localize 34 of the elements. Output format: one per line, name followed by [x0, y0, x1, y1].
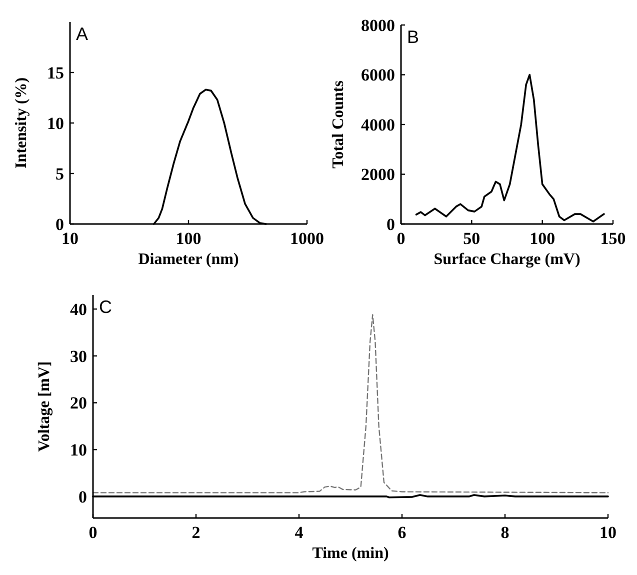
x-tick-label: 4: [294, 523, 304, 542]
y-tick-label: 10: [47, 114, 64, 133]
x-tick-label: 50: [463, 229, 480, 248]
y-axis-title: Voltage [mV]: [36, 361, 53, 452]
y-tick-label: 8000: [361, 16, 395, 35]
x-tick-label: 2: [192, 523, 200, 542]
line-series: [92, 314, 609, 494]
chart-title: A: [76, 24, 88, 44]
x-axis-title: Time (min): [312, 545, 389, 562]
y-tick-label: 10: [70, 440, 87, 460]
y-tick-label: 40: [70, 300, 87, 320]
x-tick-label: 1000: [290, 229, 324, 248]
x-axis-title: Surface Charge (mV): [434, 251, 580, 268]
x-axis-title: Diameter (nm): [138, 251, 239, 268]
y-tick-label: 2000: [361, 165, 395, 184]
y-tick-label: 0: [78, 487, 87, 506]
x-tick-label: 8: [500, 523, 510, 542]
y-tick-label: 5: [56, 164, 64, 184]
chart-title: B: [407, 27, 420, 47]
x-tick-label: 6: [398, 523, 406, 542]
y-tick-label: 15: [47, 63, 64, 82]
y-tick-label: 20: [70, 394, 87, 413]
y-axis-title: Total Counts: [330, 80, 347, 168]
y-axis-title: Intensity (%): [13, 77, 30, 169]
y-tick-label: 4000: [361, 115, 395, 134]
x-tick-label: 10: [600, 523, 616, 542]
y-tick-label: 0: [386, 214, 395, 234]
x-tick-label: 100: [176, 229, 202, 248]
y-tick-label: 30: [70, 346, 87, 366]
chart-title: C: [99, 297, 112, 317]
y-tick-label: 0: [56, 214, 64, 234]
x-tick-label: 150: [600, 229, 626, 248]
x-tick-label: 100: [530, 229, 556, 248]
y-tick-label: 6000: [361, 66, 395, 85]
